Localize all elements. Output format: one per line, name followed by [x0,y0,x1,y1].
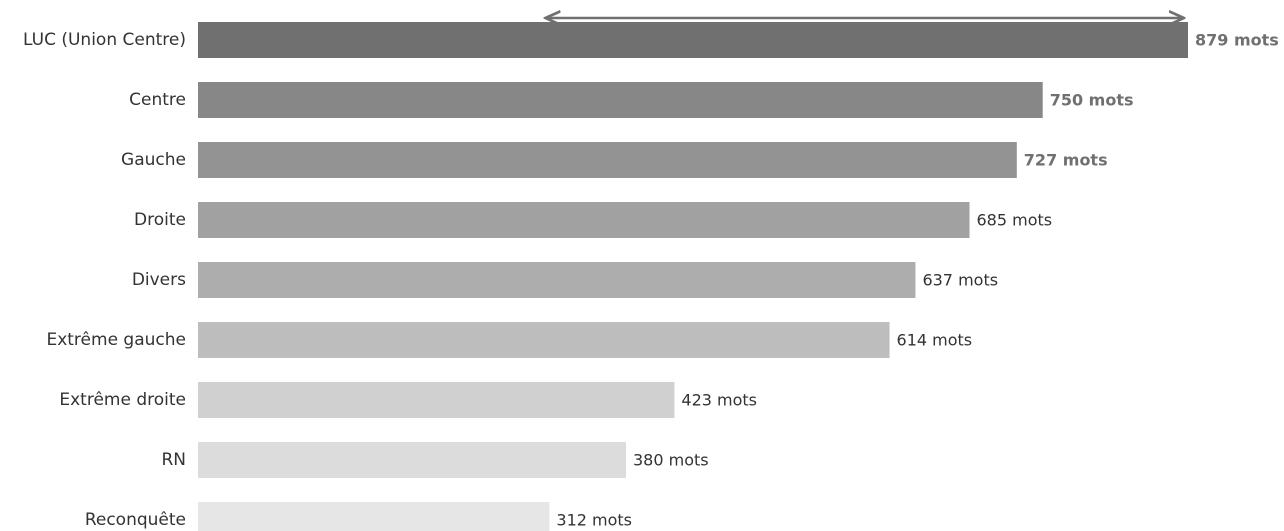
bar-8 [198,502,550,531]
value-label-2: 727 mots [1024,151,1108,170]
bars-layer: LUC (Union Centre) 879 mots Centre 750 mots… [23,22,1279,531]
category-label-1: Centre [129,90,186,110]
value-label-5: 614 mots [897,331,973,350]
value-label-0: 879 mots [1195,31,1279,50]
bar-0 [198,22,1188,58]
category-label-0: LUC (Union Centre) [23,30,186,50]
bar-7 [198,442,626,478]
bar-1 [198,82,1043,118]
bar-3 [198,202,970,238]
category-label-4: Divers [132,270,186,290]
category-label-3: Droite [134,210,186,230]
value-label-8: 312 mots [556,511,632,530]
category-label-7: RN [161,450,186,470]
value-label-6: 423 mots [681,391,757,410]
bar-2 [198,142,1017,178]
bar-6 [198,382,675,418]
category-label-5: Extrême gauche [46,330,186,350]
category-label-2: Gauche [121,150,186,170]
value-label-1: 750 mots [1050,91,1134,110]
value-label-7: 380 mots [633,451,709,470]
category-label-8: Reconquête [85,510,186,530]
bar-4 [198,262,916,298]
category-label-6: Extrême droite [59,390,186,410]
value-label-3: 685 mots [977,211,1053,230]
bar-5 [198,322,890,358]
value-label-4: 637 mots [922,271,998,290]
